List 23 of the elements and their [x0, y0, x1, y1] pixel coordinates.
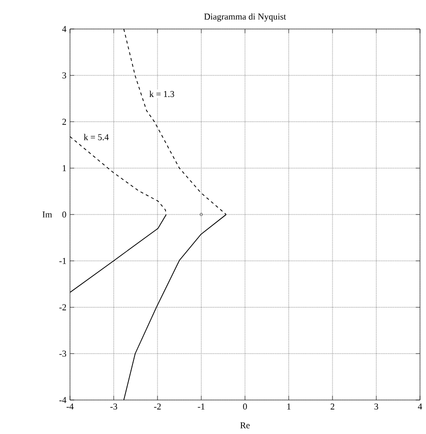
- x-tick-label: 3: [374, 404, 378, 410]
- x-tick-label: 0: [243, 404, 247, 410]
- y-tick-label: -4: [59, 397, 66, 403]
- y-tick-label: 1: [62, 165, 66, 172]
- y-tick-label: -2: [59, 304, 66, 310]
- y-tick-label: 2: [62, 118, 66, 125]
- x-tick-label: -4: [66, 404, 74, 410]
- x-axis-title: Re: [240, 422, 250, 428]
- x-tick-label: -3: [110, 404, 118, 410]
- x-tick-label: -1: [198, 404, 204, 410]
- x-tick-label: 2: [330, 404, 334, 410]
- x-tick-label: 4: [418, 404, 422, 410]
- y-axis-title: Im: [42, 212, 52, 218]
- y-tick-label: 4: [62, 26, 66, 32]
- y-tick-label: -3: [59, 350, 66, 357]
- x-tick-label: 1: [287, 404, 290, 410]
- chart-title: Diagramma di Nyquist: [204, 13, 286, 22]
- annotation: k = 1.3: [149, 90, 174, 98]
- y-tick-label: 0: [62, 211, 66, 218]
- annotation: k = 5.4: [84, 134, 109, 140]
- y-tick-label: -1: [59, 258, 66, 264]
- x-tick-label: -2: [154, 404, 161, 410]
- y-tick-label: 3: [62, 72, 66, 78]
